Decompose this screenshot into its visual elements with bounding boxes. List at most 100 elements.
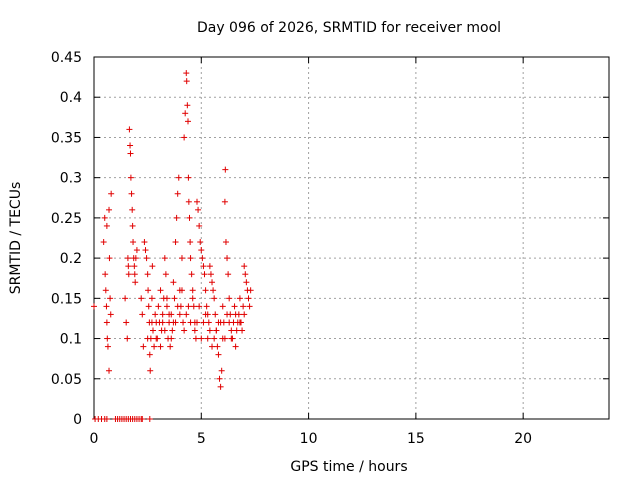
data-point: [153, 335, 160, 342]
data-point: [210, 287, 217, 294]
data-point: [183, 78, 190, 85]
data-point: [102, 287, 109, 294]
data-point: [217, 383, 224, 390]
data-point: [103, 416, 110, 422]
data-point: [211, 295, 218, 302]
data-point: [174, 190, 181, 197]
data-point: [212, 311, 219, 318]
data-point: [124, 255, 131, 262]
data-point: [205, 319, 212, 326]
data-point: [146, 416, 153, 422]
data-point: [235, 311, 242, 318]
data-point: [139, 311, 146, 318]
data-point: [241, 263, 248, 270]
data-point: [101, 214, 108, 221]
data-point: [219, 303, 226, 310]
data-point: [143, 255, 150, 262]
data-point: [203, 303, 210, 310]
data-point: [187, 255, 194, 262]
data-point: [102, 271, 109, 278]
x-tick-label: 0: [90, 431, 99, 447]
data-point: [201, 271, 208, 278]
data-point: [167, 343, 174, 350]
data-point: [166, 311, 173, 318]
data-point: [142, 247, 149, 254]
data-point: [145, 287, 152, 294]
data-point: [191, 327, 198, 334]
y-tick-label: 0.25: [51, 211, 82, 227]
data-point: [187, 319, 194, 326]
data-point: [128, 190, 135, 197]
data-point: [130, 239, 137, 246]
data-point: [231, 303, 238, 310]
data-point: [140, 343, 147, 350]
data-point: [170, 319, 177, 326]
data-point: [178, 287, 185, 294]
data-point: [188, 271, 195, 278]
data-point: [132, 255, 139, 262]
data-point: [239, 327, 246, 334]
data-point: [106, 206, 113, 213]
data-point: [152, 311, 159, 318]
data-point: [214, 343, 221, 350]
y-tick-label: 0.35: [51, 130, 82, 146]
data-point: [204, 335, 211, 342]
y-axis-label: SRMTID / TECUs: [8, 182, 24, 295]
data-point: [178, 255, 185, 262]
data-point: [202, 311, 209, 318]
data-point: [242, 271, 249, 278]
data-point: [185, 174, 192, 181]
data-point: [228, 335, 235, 342]
data-point: [106, 367, 113, 374]
data-point: [198, 247, 205, 254]
y-tick-label: 0.45: [51, 50, 82, 66]
data-point: [125, 263, 132, 270]
data-point: [148, 295, 155, 302]
data-point: [133, 247, 140, 254]
data-point: [196, 222, 203, 229]
data-point: [195, 206, 202, 213]
x-tick-label: 15: [407, 431, 425, 447]
data-point: [200, 263, 207, 270]
data-point: [225, 271, 232, 278]
data-point: [181, 134, 188, 141]
data-point: [228, 327, 235, 334]
data-point: [173, 214, 180, 221]
data-point: [174, 303, 181, 310]
y-tick-label: 0.3: [60, 171, 82, 187]
data-point: [157, 343, 164, 350]
data-point: [199, 255, 206, 262]
data-point: [206, 327, 213, 334]
data-point: [129, 206, 136, 213]
data-point: [216, 375, 223, 382]
data-point: [159, 311, 166, 318]
data-point: [183, 311, 190, 318]
data-point: [151, 343, 158, 350]
data-point: [240, 303, 247, 310]
data-point: [226, 319, 233, 326]
data-point: [100, 239, 107, 246]
data-point: [147, 367, 154, 374]
data-point: [125, 271, 132, 278]
y-tick-labels: 0 0.05 0.1 0.15 0.2 0.25 0.3 0.35 0.4 0.45: [51, 50, 82, 428]
data-point: [132, 279, 139, 286]
data-point: [209, 279, 216, 286]
data-point: [107, 295, 114, 302]
data-point: [103, 303, 110, 310]
x-tick-label: 5: [197, 431, 206, 447]
data-point: [236, 295, 243, 302]
data-point: [189, 287, 196, 294]
chart-title: Day 096 of 2026, SRMTID for receiver moo…: [197, 20, 501, 36]
data-point: [123, 319, 130, 326]
data-point: [181, 327, 188, 334]
data-point: [145, 303, 152, 310]
data-point: [168, 335, 175, 342]
data-point: [236, 319, 243, 326]
data-point: [202, 287, 209, 294]
data-point: [233, 327, 240, 334]
y-tick-label: 0.2: [60, 251, 82, 267]
data-point: [207, 271, 214, 278]
data-point: [217, 319, 224, 326]
data-point: [171, 295, 178, 302]
data-point: [192, 335, 199, 342]
